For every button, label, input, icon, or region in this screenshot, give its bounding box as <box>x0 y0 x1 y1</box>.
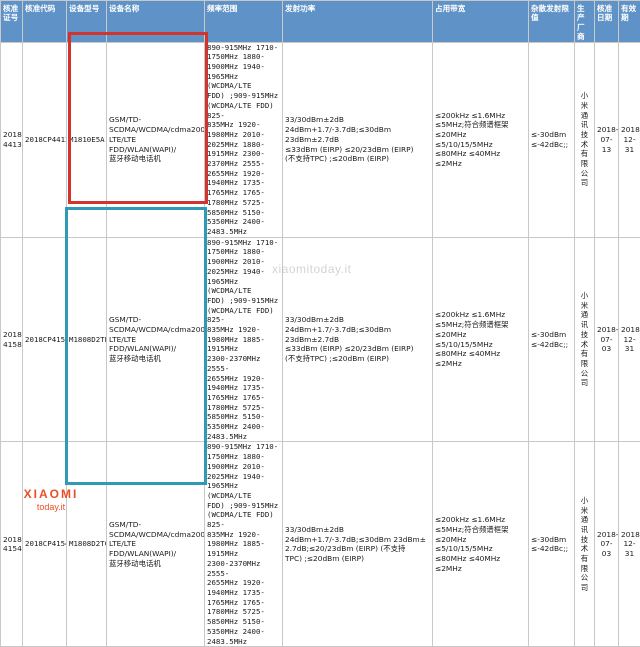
approval-date-cell: 2018- 07-13 <box>595 42 619 237</box>
code-cell: 2018CP4154 <box>23 442 67 647</box>
watermark-text: xiaomitoday.it <box>272 262 351 276</box>
approval-date-cell: 2018- 07-03 <box>595 237 619 442</box>
bandwidth-cell: ≤200kHz ≤1.6MHz ≤5MHz;符合频谱框架 ≤20MHz ≤5/1… <box>433 42 529 237</box>
model-cell: M1808D2TE <box>67 237 107 442</box>
valid-until-cell: 2018- 12-31 <box>619 442 640 647</box>
header-device-name: 设备名称 <box>107 1 205 43</box>
maker-cell: 小 米 通 讯 技 术 有 限 公 司 <box>575 42 595 237</box>
header-valid: 有效期 <box>619 1 640 43</box>
frequency-cell: 890-915MHz 1710- 1750MHz 1880- 1900MHz 1… <box>205 42 283 237</box>
power-cell: 33/30dBm±2dB 24dBm+1.7/-3.7dB;≤30dBm 23d… <box>283 442 433 647</box>
table-header-row: 核准证号 核准代码 设备型号 设备名称 频率范围 发射功率 占用带宽 杂散发射限… <box>1 1 640 43</box>
header-power: 发射功率 <box>283 1 433 43</box>
cert-no-cell: 2018- 4154 <box>1 442 23 647</box>
table-row: 2018- 4413 2018CP4413 M1810E5A GSM/TD- S… <box>1 42 640 237</box>
header-maker: 生产厂商 <box>575 1 595 43</box>
valid-until-cell: 2018- 12-31 <box>619 42 640 237</box>
model-cell: M1808D2TC <box>67 442 107 647</box>
spurious-cell: ≤-30dBm ≤-42dBc;; <box>529 442 575 647</box>
code-cell: 2018CP4413 <box>23 42 67 237</box>
header-frequency: 频率范围 <box>205 1 283 43</box>
logo-line-1: XIAOMI <box>16 487 86 501</box>
frequency-cell: 890-915MHz 1710- 1750MHz 1880- 1900MHz 2… <box>205 237 283 442</box>
frequency-cell: 890-915MHz 1710- 1750MHz 1880- 1900MHz 2… <box>205 442 283 647</box>
valid-until-cell: 2018- 12-31 <box>619 237 640 442</box>
logo-line-2: today.it <box>16 502 86 512</box>
bandwidth-cell: ≤200kHz ≤1.6MHz ≤5MHz;符合频谱框架 ≤20MHz ≤5/1… <box>433 237 529 442</box>
maker-cell: 小 米 通 讯 技 术 有 限 公 司 <box>575 442 595 647</box>
power-cell: 33/30dBm±2dB 24dBm+1.7/-3.7dB;≤30dBm 23d… <box>283 42 433 237</box>
bandwidth-cell: ≤200kHz ≤1.6MHz ≤5MHz;符合频谱框架 ≤20MHz ≤5/1… <box>433 442 529 647</box>
xiaomitoday-logo: XIAOMI today.it <box>16 487 86 531</box>
header-bandwidth: 占用带宽 <box>433 1 529 43</box>
cert-no-cell: 2018- 4158 <box>1 237 23 442</box>
header-date: 核准日期 <box>595 1 619 43</box>
model-cell: M1810E5A <box>67 42 107 237</box>
spurious-cell: ≤-30dBm ≤-42dBc;; <box>529 237 575 442</box>
device-name-cell: GSM/TD- SCDMA/WCDMA/cdma2000/TD- LTE/LTE… <box>107 237 205 442</box>
table-row: 2018- 4154 2018CP4154 M1808D2TC GSM/TD- … <box>1 442 640 647</box>
header-cert-no: 核准证号 <box>1 1 23 43</box>
device-name-cell: GSM/TD- SCDMA/WCDMA/cdma2000/TD- LTE/LTE… <box>107 442 205 647</box>
cert-no-cell: 2018- 4413 <box>1 42 23 237</box>
maker-cell: 小 米 通 讯 技 术 有 限 公 司 <box>575 237 595 442</box>
header-spurious: 杂散发射限值 <box>529 1 575 43</box>
spurious-cell: ≤-30dBm ≤-42dBc;; <box>529 42 575 237</box>
code-cell: 2018CP4158 <box>23 237 67 442</box>
approval-date-cell: 2018- 07-03 <box>595 442 619 647</box>
header-model: 设备型号 <box>67 1 107 43</box>
header-code: 核准代码 <box>23 1 67 43</box>
device-name-cell: GSM/TD- SCDMA/WCDMA/cdma2000/TD- LTE/LTE… <box>107 42 205 237</box>
